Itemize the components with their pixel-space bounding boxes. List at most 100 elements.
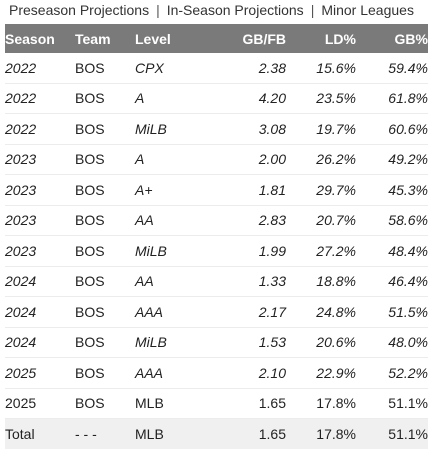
cell-gb-pct: 49.2%: [356, 144, 428, 175]
total-cell-ld-pct: 17.8%: [286, 418, 356, 449]
cell-gb-fb: 1.99: [221, 235, 286, 267]
table-row: 2025 BOS AAA 2.10 22.9% 52.2%: [5, 357, 428, 389]
cell-ld-pct: 19.7%: [286, 113, 356, 145]
column-header-gb-pct[interactable]: GB%: [356, 24, 428, 53]
column-header-level[interactable]: Level: [135, 24, 221, 53]
cell-team: BOS: [75, 388, 135, 419]
cell-level: AAA: [135, 357, 221, 389]
cell-team: BOS: [75, 235, 135, 267]
cell-gb-fb: 2.83: [221, 205, 286, 236]
cell-level: A+: [135, 174, 221, 206]
tab-preseason-projections[interactable]: Preseason Projections: [9, 2, 150, 18]
table-header-row: Season Team Level GB/FB LD% GB%: [5, 24, 428, 53]
cell-team: BOS: [75, 144, 135, 175]
cell-season: 2023: [5, 235, 75, 267]
cell-gb-fb: 3.08: [221, 113, 286, 145]
cell-team: BOS: [75, 357, 135, 389]
cell-gb-pct: 51.1%: [356, 388, 428, 419]
column-header-team[interactable]: Team: [75, 24, 135, 53]
cell-team: BOS: [75, 327, 135, 358]
cell-gb-fb: 1.81: [221, 174, 286, 206]
cell-level: A: [135, 83, 221, 114]
cell-level: AAA: [135, 296, 221, 328]
cell-ld-pct: 29.7%: [286, 174, 356, 206]
cell-season: 2024: [5, 266, 75, 297]
cell-season: 2023: [5, 144, 75, 175]
cell-team: BOS: [75, 83, 135, 114]
cell-ld-pct: 24.8%: [286, 296, 356, 328]
cell-season: 2024: [5, 327, 75, 358]
tab-in-season-projections[interactable]: In-Season Projections: [166, 2, 304, 18]
cell-gb-pct: 48.0%: [356, 327, 428, 358]
cell-gb-pct: 59.4%: [356, 53, 428, 84]
cell-ld-pct: 20.7%: [286, 205, 356, 236]
cell-team: BOS: [75, 296, 135, 328]
cell-season: 2023: [5, 174, 75, 206]
table-body: 2022 BOS CPX 2.38 15.6% 59.4% 2022 BOS A 4.20 23.5…: [5, 53, 428, 449]
total-cell-season: Total: [5, 418, 75, 449]
cell-ld-pct: 22.9%: [286, 357, 356, 389]
total-cell-gb-pct: 51.1%: [356, 418, 428, 449]
table-row: 2024 BOS AAA 2.17 24.8% 51.5%: [5, 296, 428, 328]
cell-team: BOS: [75, 266, 135, 297]
column-header-season[interactable]: Season: [5, 24, 75, 53]
cell-level: MLB: [135, 388, 221, 419]
cell-gb-pct: 46.4%: [356, 266, 428, 297]
cell-gb-fb: 2.38: [221, 53, 286, 84]
table-row: 2025 BOS MLB 1.65 17.8% 51.1%: [5, 388, 428, 419]
cell-gb-fb: 4.20: [221, 83, 286, 114]
cell-gb-fb: 1.65: [221, 388, 286, 419]
cell-gb-pct: 60.6%: [356, 113, 428, 145]
cell-gb-fb: 1.33: [221, 266, 286, 297]
cell-gb-pct: 58.6%: [356, 205, 428, 236]
cell-ld-pct: 23.5%: [286, 83, 356, 114]
batted-ball-stats-table: Season Team Level GB/FB LD% GB% 2022 BOS C…: [5, 24, 428, 449]
projection-tabs: Preseason Projections | In-Season Projecti…: [9, 0, 414, 20]
cell-ld-pct: 27.2%: [286, 235, 356, 267]
cell-ld-pct: 26.2%: [286, 144, 356, 175]
cell-team: BOS: [75, 174, 135, 206]
cell-level: MiLB: [135, 235, 221, 267]
tab-separator: |: [156, 2, 160, 18]
cell-level: MiLB: [135, 327, 221, 358]
table-row: 2024 BOS AA 1.33 18.8% 46.4%: [5, 266, 428, 297]
cell-season: 2022: [5, 53, 75, 84]
cell-ld-pct: 15.6%: [286, 53, 356, 84]
cell-gb-pct: 45.3%: [356, 174, 428, 206]
cell-gb-pct: 51.5%: [356, 296, 428, 328]
tab-separator: |: [310, 2, 315, 18]
cell-gb-fb: 2.00: [221, 144, 286, 175]
table-row: 2023 BOS A+ 1.81 29.7% 45.3%: [5, 174, 428, 206]
tab-minor-leagues[interactable]: Minor Leagues: [321, 2, 414, 18]
cell-level: AA: [135, 205, 221, 236]
total-cell-level: MLB: [135, 418, 221, 449]
total-cell-team: - - -: [75, 418, 135, 449]
cell-ld-pct: 20.6%: [286, 327, 356, 358]
table-row: 2023 BOS MiLB 1.99 27.2% 48.4%: [5, 235, 428, 267]
table-row: 2022 BOS A 4.20 23.5% 61.8%: [5, 83, 428, 114]
table-total-row: Total - - - MLB 1.65 17.8% 51.1%: [5, 418, 428, 449]
cell-gb-fb: 2.17: [221, 296, 286, 328]
cell-gb-pct: 61.8%: [356, 83, 428, 114]
cell-team: BOS: [75, 53, 135, 84]
cell-gb-fb: 1.53: [221, 327, 286, 358]
cell-level: AA: [135, 266, 221, 297]
cell-level: MiLB: [135, 113, 221, 145]
cell-season: 2022: [5, 83, 75, 114]
cell-level: CPX: [135, 53, 221, 84]
cell-gb-fb: 2.10: [221, 357, 286, 389]
cell-season: 2025: [5, 388, 75, 419]
table-row: 2023 BOS A 2.00 26.2% 49.2%: [5, 144, 428, 175]
cell-season: 2024: [5, 296, 75, 328]
table-row: 2024 BOS MiLB 1.53 20.6% 48.0%: [5, 327, 428, 358]
column-header-ld-pct[interactable]: LD%: [286, 24, 356, 53]
column-header-gb-fb[interactable]: GB/FB: [221, 24, 286, 53]
cell-season: 2022: [5, 113, 75, 145]
cell-team: BOS: [75, 205, 135, 236]
cell-level: A: [135, 144, 221, 175]
cell-ld-pct: 18.8%: [286, 266, 356, 297]
table-row: 2023 BOS AA 2.83 20.7% 58.6%: [5, 205, 428, 236]
cell-gb-pct: 52.2%: [356, 357, 428, 389]
table-row: 2022 BOS MiLB 3.08 19.7% 60.6%: [5, 113, 428, 145]
total-cell-gb-fb: 1.65: [221, 418, 286, 449]
